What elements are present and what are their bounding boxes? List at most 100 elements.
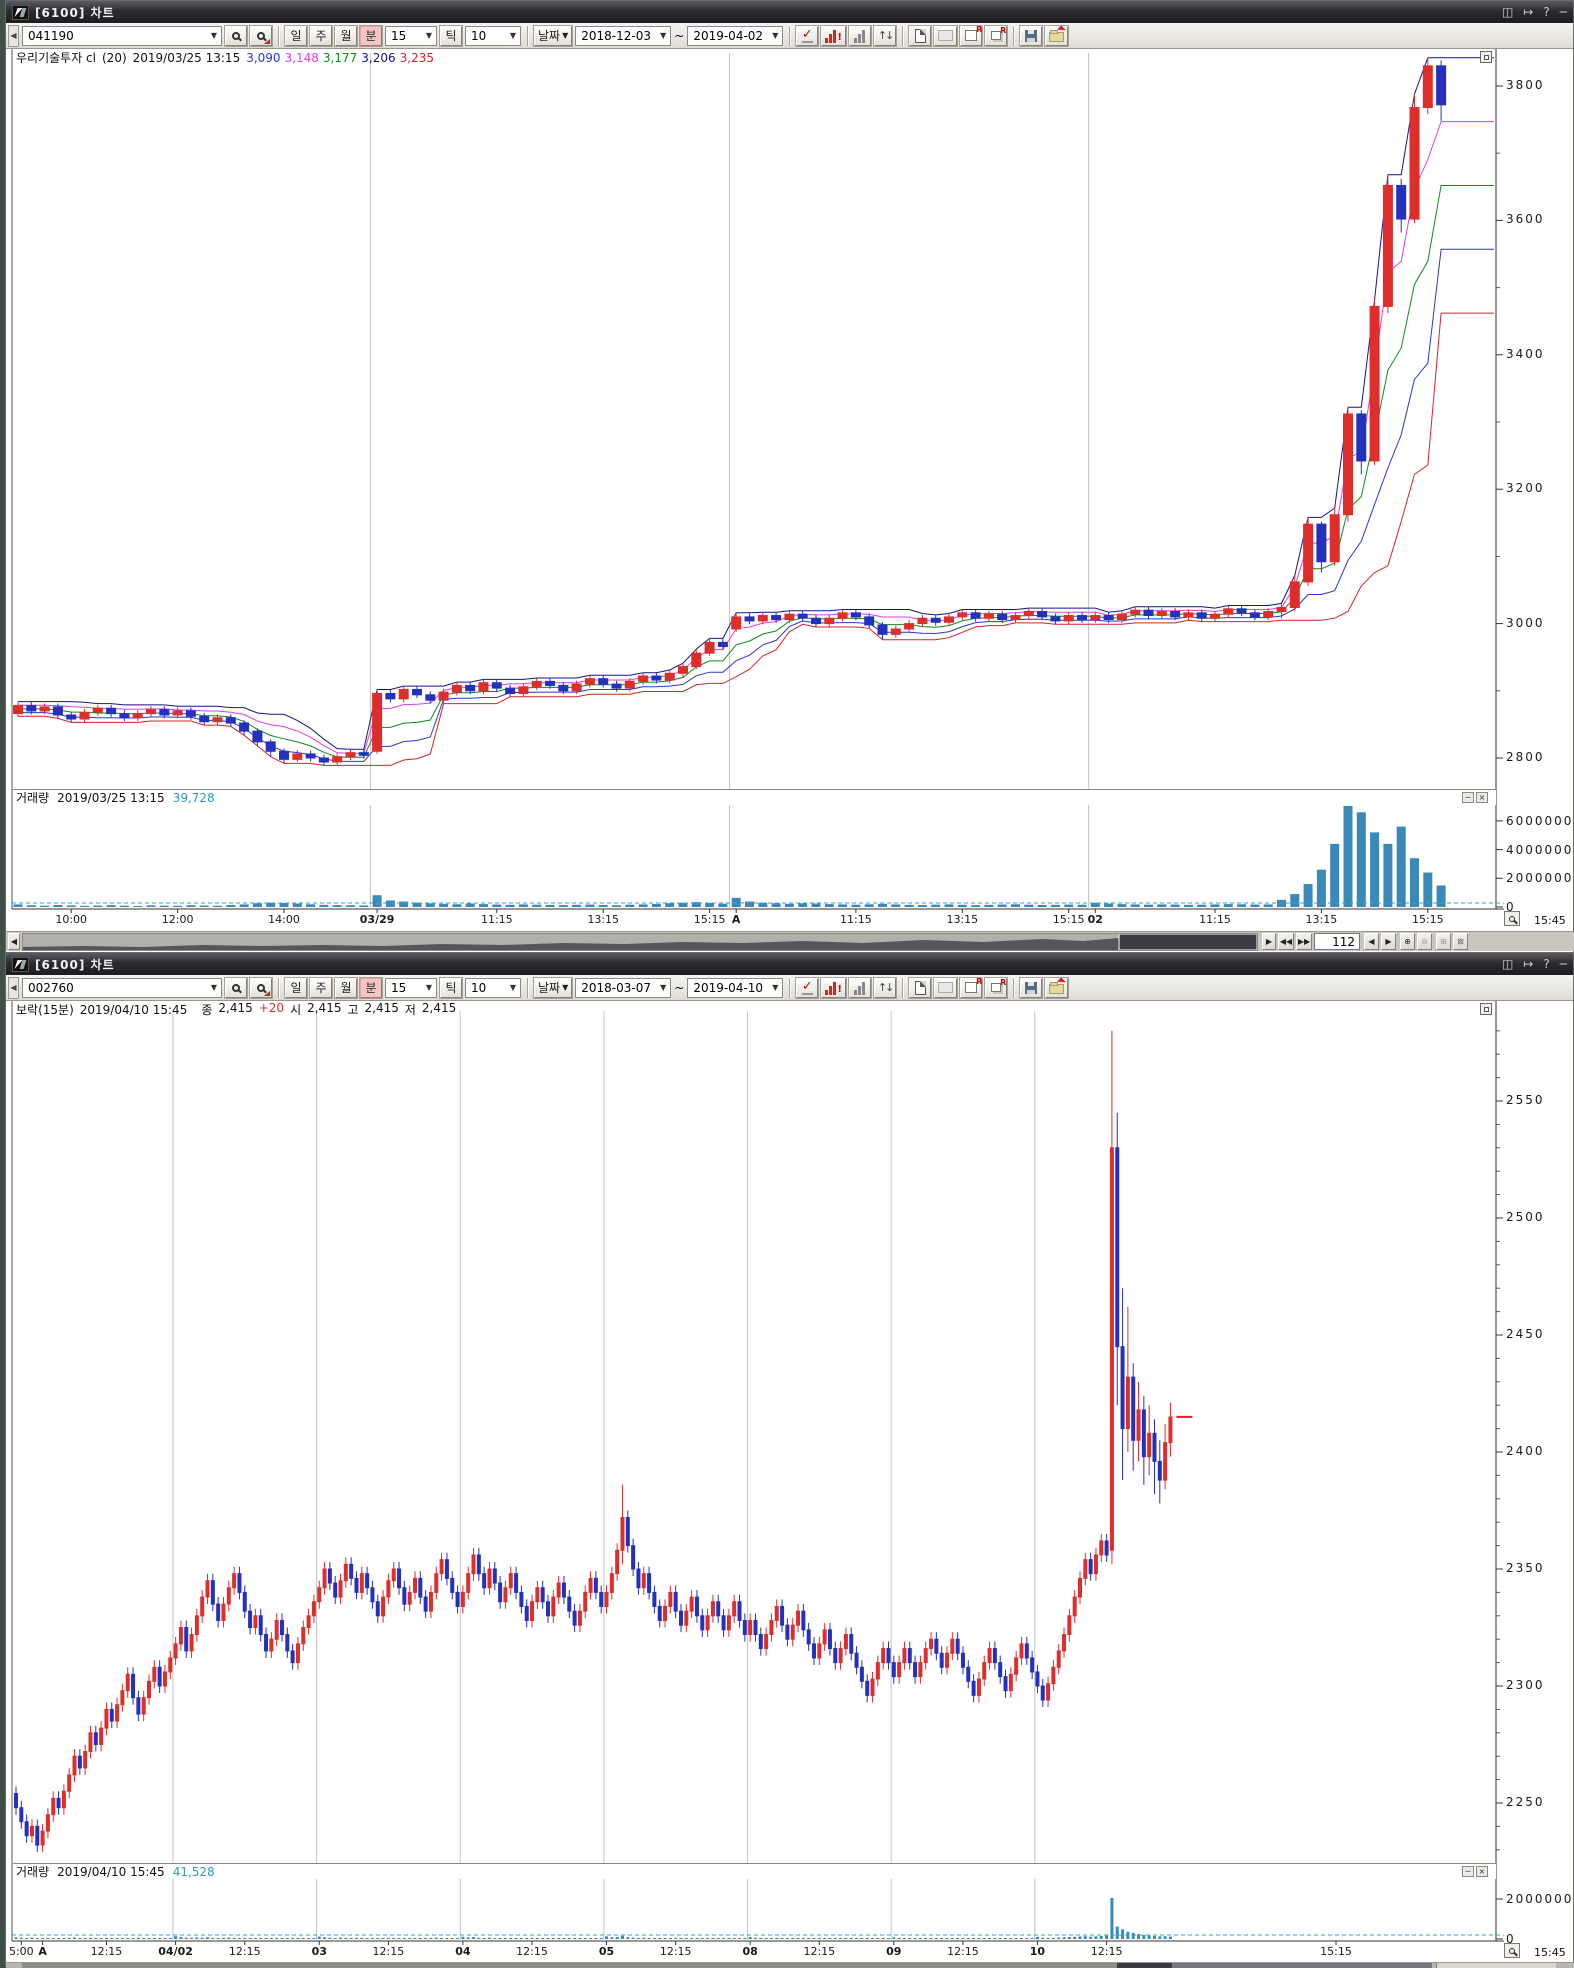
period-month-button[interactable]: 월: [334, 24, 358, 47]
stock-code-combo[interactable]: 002760 ▼: [22, 977, 222, 998]
toolbar-collapse-button[interactable]: ◀: [8, 976, 19, 999]
date-to-combo[interactable]: 2019-04-02 ▼: [687, 25, 784, 46]
date-from-combo[interactable]: 2018-03-07 ▼: [575, 977, 672, 998]
candlestick-chart[interactable]: [6, 1001, 1574, 1968]
time-tick-label: 13:15: [1305, 913, 1338, 926]
time-tick-label: 13:15: [946, 913, 979, 926]
titlebar[interactable]: [6100] 차트 ◫ ↦ ? ─: [6, 953, 1573, 975]
stock-code-combo[interactable]: 041190 ▼: [22, 25, 222, 46]
window-link-button[interactable]: R: [959, 976, 984, 999]
period-week-button[interactable]: 주: [309, 24, 333, 47]
period-month-button[interactable]: 월: [334, 976, 358, 999]
period-tick-button[interactable]: 틱: [439, 24, 463, 47]
axis-zoom-button[interactable]: [1504, 1943, 1520, 1958]
pane-close-icon[interactable]: ×: [1476, 1866, 1488, 1877]
period-week-button[interactable]: 주: [309, 976, 333, 999]
period-day-button[interactable]: 일: [284, 24, 308, 47]
zoom-in-icon[interactable]: ⊕: [1400, 933, 1415, 950]
scroll-left-icon[interactable]: ◀: [8, 933, 20, 950]
expand-left-icon[interactable]: ◀: [1364, 933, 1379, 950]
chevron-down-icon[interactable]: ▼: [660, 31, 667, 40]
exit-icon[interactable]: ↦: [1523, 957, 1534, 971]
scroll-page-right-icon[interactable]: ▶▶: [1296, 933, 1312, 950]
help-icon[interactable]: ?: [1543, 957, 1550, 971]
fit-chart-icon[interactable]: ⊞: [1436, 933, 1451, 950]
toolbar-collapse-button[interactable]: ◀: [8, 24, 19, 47]
chevron-down-icon[interactable]: ▼: [509, 31, 517, 40]
period-minute-button[interactable]: 분: [359, 976, 383, 999]
chevron-down-icon[interactable]: ▼: [210, 983, 218, 992]
copy-link-button[interactable]: R: [984, 976, 1009, 999]
minimize-icon[interactable]: ─: [1559, 5, 1567, 19]
minute-interval-combo[interactable]: 15 ▼: [385, 25, 437, 46]
visible-bars-input[interactable]: [1314, 933, 1360, 950]
sort-button[interactable]: ↑↓: [872, 24, 898, 47]
window-title: [6100] 차트: [35, 957, 115, 972]
pane-restore-icon[interactable]: [1480, 51, 1492, 63]
date-mode-button[interactable]: 날짜 ▼: [532, 24, 574, 47]
chevron-down-icon[interactable]: ▼: [772, 983, 779, 992]
zoom-out-icon[interactable]: ⊖: [1417, 933, 1432, 950]
volume-chart-active-button[interactable]: !: [820, 24, 847, 47]
chart-scrollbar[interactable]: [6, 1962, 1574, 1968]
chevron-down-icon[interactable]: ▼: [660, 983, 667, 992]
navigator-preview[interactable]: [22, 933, 1258, 951]
window-link-button[interactable]: R: [959, 24, 984, 47]
minimize-icon[interactable]: ─: [1559, 957, 1567, 971]
pane-restore-icon[interactable]: [1480, 1003, 1492, 1015]
new-document-button[interactable]: [908, 976, 933, 999]
volume-chart-button[interactable]: [847, 976, 872, 999]
chevron-down-icon[interactable]: ▼: [772, 31, 779, 40]
new-document-button[interactable]: [908, 24, 933, 47]
volume-chart-active-button[interactable]: !: [820, 976, 847, 999]
screen-capture-button[interactable]: [933, 24, 959, 47]
search-recent-button[interactable]: [249, 24, 273, 47]
save-button[interactable]: [1019, 976, 1044, 999]
date-mode-button[interactable]: 날짜 ▼: [532, 976, 574, 999]
chevron-down-icon[interactable]: ▼: [425, 983, 433, 992]
chart-settings-button[interactable]: ✓: [795, 976, 820, 999]
volume-chart-button[interactable]: [847, 24, 872, 47]
scroll-step-right-icon[interactable]: ▶: [1262, 933, 1276, 950]
help-icon[interactable]: ?: [1543, 5, 1550, 19]
search-recent-button[interactable]: [249, 976, 273, 999]
search-red-icon: [257, 31, 265, 40]
screen-capture-button[interactable]: [933, 976, 959, 999]
date-to-combo[interactable]: 2019-04-10 ▼: [687, 977, 784, 998]
date-range-tilde: ~: [674, 28, 685, 43]
save-button[interactable]: [1019, 24, 1044, 47]
copy-link-button[interactable]: R: [984, 24, 1009, 47]
exit-icon[interactable]: ↦: [1523, 5, 1534, 19]
ma-value: 3,177: [322, 50, 358, 65]
candlestick-chart[interactable]: [6, 49, 1574, 953]
pane-minimize-icon[interactable]: ─: [1462, 1866, 1474, 1877]
pane-close-icon[interactable]: ×: [1476, 792, 1488, 803]
axis-zoom-button[interactable]: [1504, 911, 1520, 926]
chevron-down-icon[interactable]: ▼: [210, 31, 218, 40]
expand-right-icon[interactable]: ▶: [1381, 933, 1396, 950]
titlebar[interactable]: [6100] 차트 ◫ ↦ ? ─: [6, 1, 1573, 23]
minute-interval-combo[interactable]: 15 ▼: [385, 977, 437, 998]
tick-interval-combo[interactable]: 10 ▼: [465, 977, 521, 998]
tick-interval-combo[interactable]: 10 ▼: [465, 25, 521, 46]
sort-button[interactable]: ↑↓: [872, 976, 898, 999]
period-tick-button[interactable]: 틱: [439, 976, 463, 999]
period-day-button[interactable]: 일: [284, 976, 308, 999]
open-button[interactable]: [1044, 976, 1070, 999]
date-from-combo[interactable]: 2018-12-03 ▼: [575, 25, 672, 46]
pane-minimize-icon[interactable]: ─: [1462, 792, 1474, 803]
open-button[interactable]: [1044, 24, 1070, 47]
always-on-top-icon[interactable]: ◫: [1501, 5, 1514, 19]
chart-settings-button[interactable]: ✓: [795, 24, 820, 47]
close-scroll-icon[interactable]: ⊠: [1453, 933, 1468, 950]
always-on-top-icon[interactable]: ◫: [1501, 957, 1514, 971]
time-tick-label: 12:15: [372, 1945, 405, 1958]
scroll-page-left-icon[interactable]: ◀◀: [1278, 933, 1294, 950]
search-button[interactable]: [224, 24, 248, 47]
period-minute-button[interactable]: 분: [359, 24, 383, 47]
chevron-down-icon[interactable]: ▼: [425, 31, 433, 40]
search-button[interactable]: [224, 976, 248, 999]
price-tick-label: 2400: [1506, 1444, 1545, 1458]
chevron-down-icon[interactable]: ▼: [509, 983, 517, 992]
chart-pane: 보락(15분) 2019/04/10 15:45 종 2,415 +20 시 2,415…: [6, 1001, 1574, 1968]
